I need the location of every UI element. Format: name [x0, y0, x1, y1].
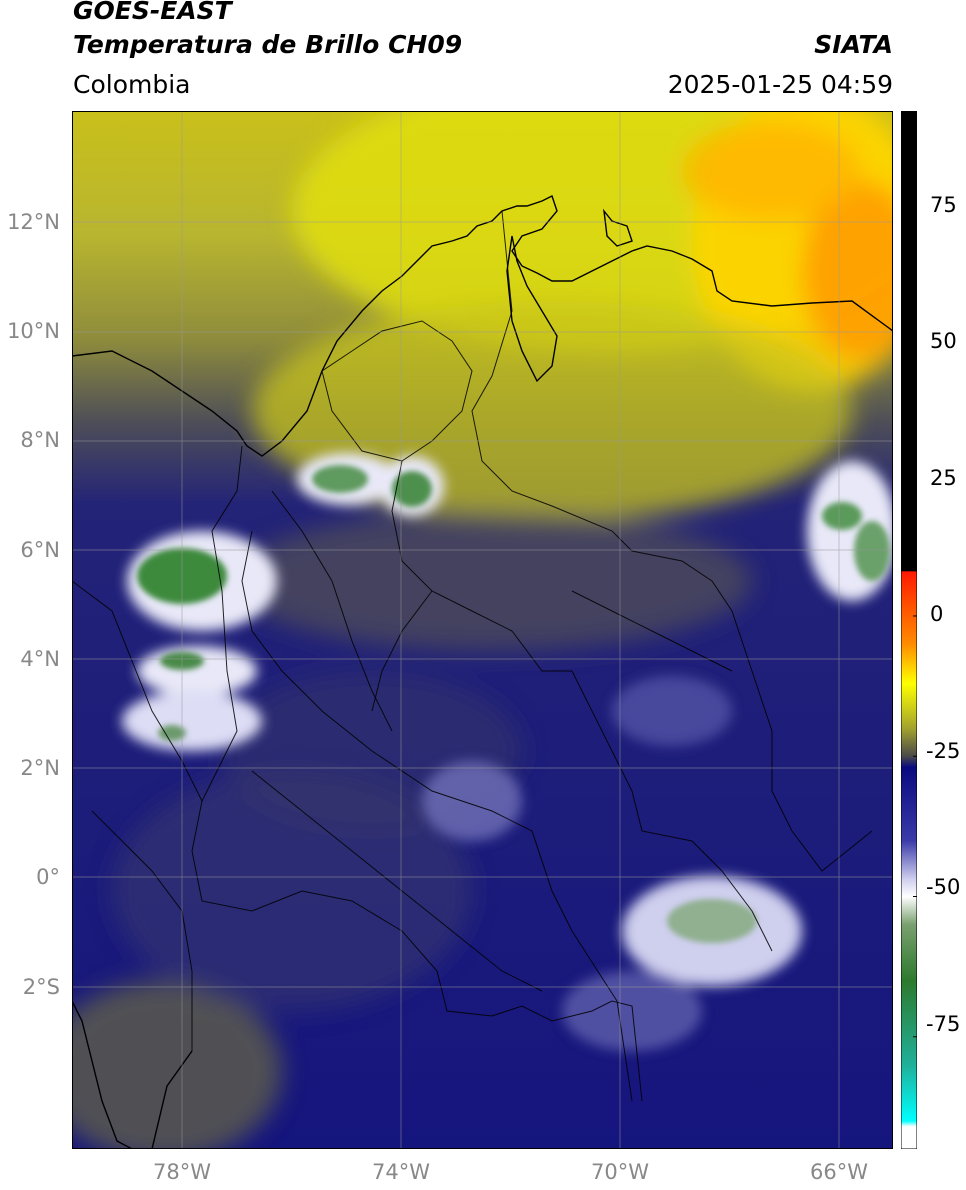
product-title: Temperatura de Brillo CH09 [73, 30, 463, 59]
lat-tick-6n: 6°N [20, 538, 60, 562]
lon-tick-70w: 70°W [591, 1160, 649, 1184]
lat-tick-0: 0° [36, 865, 60, 889]
lat-tick-2n: 2°N [20, 756, 60, 780]
lon-tick-74w: 74°W [372, 1160, 430, 1184]
region-label: Colombia [73, 70, 191, 99]
lon-tick-66w: 66°W [810, 1160, 868, 1184]
colorbar-tick-25: 25 [930, 466, 957, 490]
colorbar-tick-50: 50 [930, 329, 957, 353]
temperature-colorbar [901, 111, 917, 1149]
colorbar-tick-minus75: -75 [926, 1012, 961, 1036]
lon-tick-78w: 78°W [153, 1160, 211, 1184]
satellite-map[interactable] [72, 111, 893, 1149]
lat-tick-8n: 8°N [20, 428, 60, 452]
lat-tick-10n: 10°N [7, 319, 60, 343]
lat-tick-4n: 4°N [20, 647, 60, 671]
lat-tick-12n: 12°N [7, 210, 60, 234]
colorbar-tick-75: 75 [930, 193, 957, 217]
colorbar-tick-0: 0 [930, 602, 944, 626]
datetime-label: 2025-01-25 04:59 [667, 70, 893, 99]
source-label: SIATA [814, 30, 893, 59]
satellite-title: GOES-EAST [73, 0, 232, 25]
colorbar-tick-minus25: -25 [926, 739, 961, 763]
lat-tick-2s: 2°S [22, 975, 60, 999]
colorbar-tick-minus50: -50 [926, 875, 961, 899]
